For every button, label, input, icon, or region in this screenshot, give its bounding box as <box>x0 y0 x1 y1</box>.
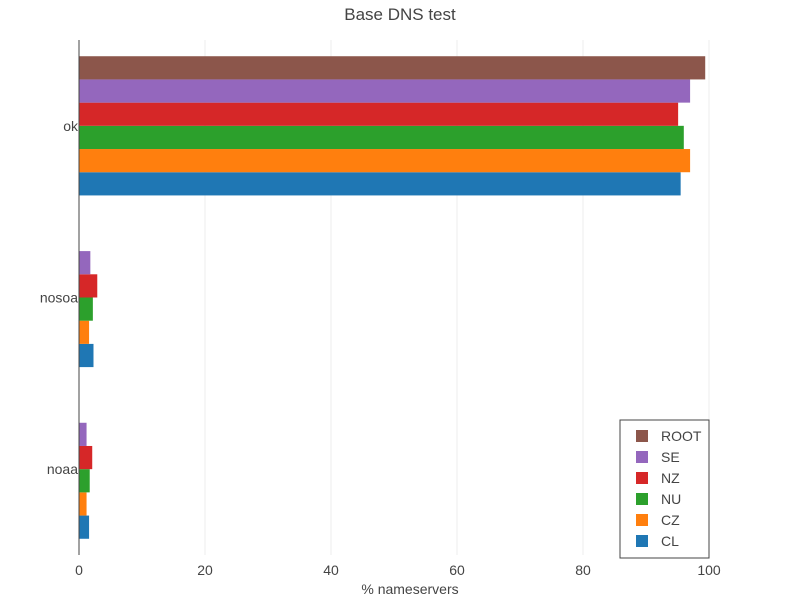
x-tick-label: 20 <box>197 562 213 578</box>
x-axis-title: % nameservers <box>361 581 458 597</box>
x-tick-labels: 0 20 40 60 80 100 <box>75 562 721 578</box>
bar-se-noaa <box>79 422 87 446</box>
x-tick-label: 80 <box>575 562 591 578</box>
legend: ROOT SE NZ NU CZ CL <box>619 419 710 559</box>
bar-cl-noaa <box>79 515 90 539</box>
x-tick-label: 100 <box>697 562 721 578</box>
legend-swatch-nz <box>636 472 648 484</box>
legend-swatch-root <box>636 430 648 442</box>
bar-nu-nosoa <box>79 297 93 321</box>
y-tick-labels: ok nosoa noaa <box>40 118 79 477</box>
bar-nz-nosoa <box>79 274 98 298</box>
x-tick-label: 60 <box>449 562 465 578</box>
bar-cz-nosoa <box>79 320 90 344</box>
legend-box <box>619 419 710 559</box>
y-tick-label-noaa: noaa <box>47 461 78 477</box>
bar-nu-noaa <box>79 469 90 493</box>
legend-label-nu: NU <box>661 491 681 507</box>
bar-nu-ok <box>79 125 684 150</box>
legend-label-nz: NZ <box>661 470 680 486</box>
legend-swatch-se <box>636 451 648 463</box>
bar-cl-nosoa <box>79 343 94 368</box>
legend-swatch-cz <box>636 514 648 526</box>
y-tick-label-nosoa: nosoa <box>40 290 78 306</box>
legend-swatch-nu <box>636 493 648 505</box>
legend-label-root: ROOT <box>661 428 702 444</box>
legend-label-cl: CL <box>661 533 679 549</box>
x-tick-label: 40 <box>323 562 339 578</box>
y-tick-label-ok: ok <box>63 118 79 134</box>
bar-nz-noaa <box>79 445 93 470</box>
legend-label-se: SE <box>661 449 680 465</box>
chart-title: Base DNS test <box>344 5 456 24</box>
bar-se-ok <box>79 79 691 103</box>
legend-label-cz: CZ <box>661 512 680 528</box>
bar-nz-ok <box>79 102 679 126</box>
bars <box>79 56 706 539</box>
legend-swatch-cl <box>636 535 648 547</box>
bar-se-nosoa <box>79 251 91 275</box>
bar-cz-noaa <box>79 492 87 516</box>
x-tick-label: 0 <box>75 562 83 578</box>
bar-root-ok <box>79 56 706 80</box>
bar-cl-ok <box>79 172 681 196</box>
bar-cz-ok <box>79 149 691 173</box>
